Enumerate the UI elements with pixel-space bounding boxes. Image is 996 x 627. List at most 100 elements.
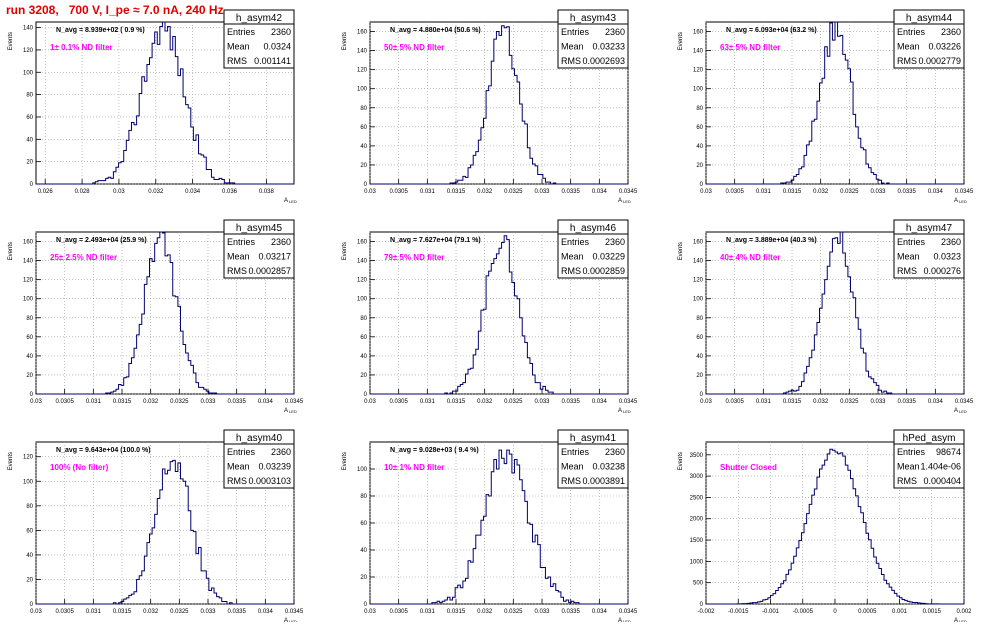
navg-label: N_avg = 9.028e+03 ( 9.4 %) <box>390 447 479 454</box>
y-tick-label: 40 <box>360 144 367 150</box>
x-tick-label: 0.0325 <box>170 609 189 615</box>
y-tick-label: 160 <box>357 240 368 246</box>
y-tick-label: 100 <box>23 70 34 76</box>
filter-annotation: 10± 1% ND filter <box>384 463 444 472</box>
x-axis-subscript: LED <box>623 199 631 204</box>
y-tick-label: 20 <box>696 163 703 169</box>
filter-annotation: 40± 4% ND filter <box>720 253 780 262</box>
y-tick-label: 100 <box>23 479 34 485</box>
x-tick-label: 0.031 <box>420 189 436 195</box>
x-axis-title: A <box>954 618 958 622</box>
x-tick-label: -0.002 <box>697 609 715 615</box>
y-tick-label: 80 <box>26 504 33 510</box>
stats-value: 2360 <box>605 27 625 37</box>
y-tick-label: 160 <box>23 240 34 246</box>
x-tick-label: 0.03 <box>700 189 712 195</box>
x-tick-label: 0.0325 <box>504 399 523 405</box>
stats-value: 2360 <box>605 237 625 247</box>
stats-label: Entries <box>897 237 926 247</box>
stats-box <box>223 219 295 279</box>
x-axis-title: A <box>618 618 622 622</box>
y-tick-label: 100 <box>23 297 34 303</box>
stats-value: 2360 <box>941 27 961 37</box>
x-tick-label: -0.001 <box>762 609 780 615</box>
stats-value: 0.0002859 <box>582 266 625 276</box>
histogram-line <box>370 235 628 395</box>
stats-value: 0.0324 <box>263 42 291 52</box>
x-tick-label: 0.031 <box>86 609 102 615</box>
x-tick-label: 0.0305 <box>725 189 744 195</box>
stats-label: Entries <box>227 237 256 247</box>
stats-label: Mean <box>227 42 250 52</box>
x-tick-label: 0.0345 <box>619 609 638 615</box>
histogram-panel-h_asym40: 0.03 0.0305 0.031 0.0315 0.032 0.0325 0.033 0.0… <box>8 429 304 624</box>
y-tick-label: 1500 <box>690 538 704 544</box>
stats-box <box>223 9 295 69</box>
x-axis-title: A <box>954 198 958 204</box>
x-tick-label: 0.034 <box>928 399 944 405</box>
y-tick-label: 120 <box>357 68 368 74</box>
y-tick-label: 3000 <box>690 474 704 480</box>
stats-value: 2360 <box>271 237 291 247</box>
histogram-line <box>370 25 628 185</box>
y-axis-title: Events <box>342 452 348 470</box>
navg-label: N_avg = 3.889e+04 (40.3 %) <box>726 237 817 244</box>
filter-annotation: 50± 5% ND filter <box>384 43 444 52</box>
y-tick-label: 20 <box>26 160 33 166</box>
y-tick-label: 60 <box>696 335 703 341</box>
y-tick-label: 100 <box>357 87 368 93</box>
stats-box <box>223 429 295 489</box>
x-tick-label: 0 <box>833 609 837 615</box>
y-tick-label: 0 <box>700 602 704 608</box>
x-tick-label: 0.031 <box>756 189 772 195</box>
stats-label: RMS <box>897 266 917 276</box>
x-tick-label: 0.0315 <box>113 399 132 405</box>
stats-label: Mean <box>897 462 920 472</box>
y-tick-label: 20 <box>26 373 33 379</box>
x-tick-label: 0.0305 <box>389 609 408 615</box>
x-tick-label: 0.038 <box>259 189 275 195</box>
x-axis-title: A <box>618 198 622 204</box>
y-tick-label: 20 <box>360 163 367 169</box>
x-tick-label: 0.0325 <box>840 189 859 195</box>
histogram-line <box>706 448 964 605</box>
y-tick-label: 40 <box>26 137 33 143</box>
x-axis-subscript: LED <box>623 409 631 414</box>
y-axis-title: Events <box>8 32 14 50</box>
y-tick-label: 120 <box>693 68 704 74</box>
x-tick-label: 0.0345 <box>955 399 974 405</box>
histogram-panel-h_asym45: 0.03 0.0305 0.031 0.0315 0.032 0.0325 0.033 0.0… <box>8 219 304 414</box>
x-tick-label: -0.0015 <box>728 609 749 615</box>
filter-annotation: 100% (No filter) <box>50 463 109 472</box>
stats-label: Entries <box>561 237 590 247</box>
x-tick-label: 0.03 <box>30 399 42 405</box>
x-tick-label: 0.03 <box>364 189 376 195</box>
histogram-line <box>36 231 294 395</box>
x-tick-label: 0.032 <box>148 189 164 195</box>
stats-value: 0.0002693 <box>582 56 625 66</box>
histogram-line <box>370 449 628 605</box>
x-tick-label: 0.034 <box>592 399 608 405</box>
x-tick-label: 0.0325 <box>504 609 523 615</box>
stats-value: 2360 <box>941 237 961 247</box>
stats-label: Mean <box>227 462 250 472</box>
x-tick-label: 0.0315 <box>447 189 466 195</box>
y-tick-label: 40 <box>696 354 703 360</box>
y-tick-label: 60 <box>26 528 33 534</box>
x-tick-label: 0.032 <box>813 399 829 405</box>
stats-box <box>893 219 965 279</box>
y-tick-label: 60 <box>26 335 33 341</box>
x-tick-label: 0.0325 <box>170 399 189 405</box>
y-tick-label: 80 <box>696 106 703 112</box>
x-tick-label: 0.03 <box>364 399 376 405</box>
stats-value: 0.000276 <box>923 266 961 276</box>
y-tick-label: 2500 <box>690 495 704 501</box>
y-tick-label: 80 <box>26 93 33 99</box>
y-tick-label: 80 <box>696 316 703 322</box>
histogram-name: h_asym45 <box>236 223 283 234</box>
x-axis-subscript: LED <box>289 409 297 414</box>
filter-annotation: 63± 5% ND filter <box>720 43 780 52</box>
y-tick-label: 40 <box>696 144 703 150</box>
navg-label: N_avg = 4.880e+04 (50.6 %) <box>390 27 481 34</box>
x-tick-label: -0.0005 <box>793 609 814 615</box>
